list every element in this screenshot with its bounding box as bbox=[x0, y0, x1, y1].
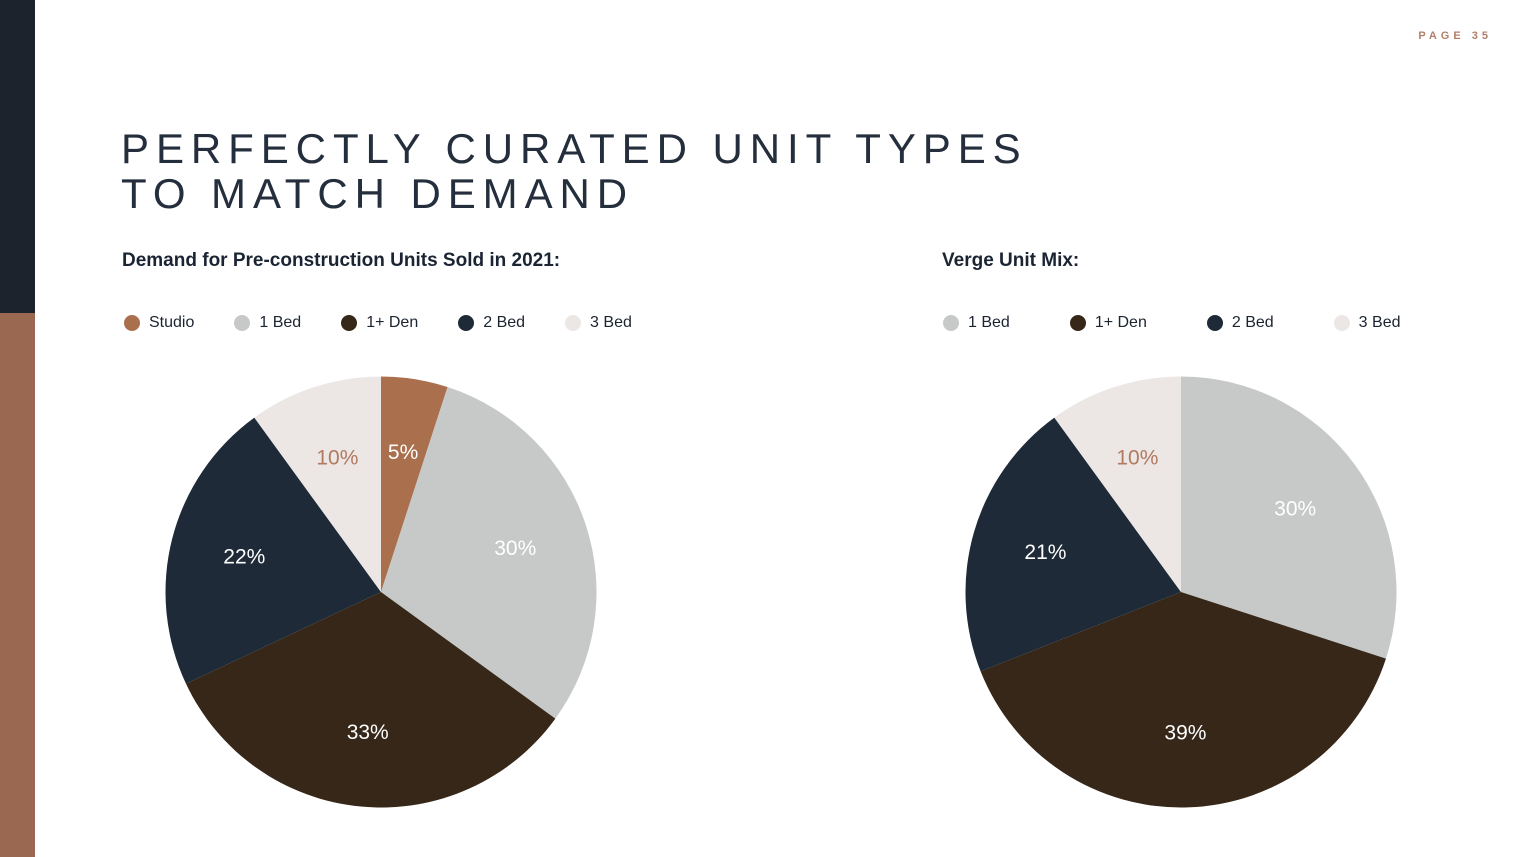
pie-slice-3-bed bbox=[1054, 376, 1181, 592]
pie-slice-1-bed bbox=[1181, 376, 1397, 659]
pie-slice-percent-label: 22% bbox=[223, 545, 265, 568]
legend-swatch-icon bbox=[1333, 315, 1350, 331]
legend-swatch-icon bbox=[943, 315, 959, 331]
sidebar-accent-brown bbox=[0, 313, 35, 857]
legend-swatch-icon bbox=[124, 315, 140, 331]
chart-title-demand: Demand for Pre-construction Units Sold i… bbox=[122, 250, 561, 271]
pie-slice-percent-label: 21% bbox=[1024, 541, 1066, 564]
legend-label: 3 Bed bbox=[1358, 314, 1401, 331]
pie-slice-percent-label: 10% bbox=[316, 446, 358, 469]
pie-slice-percent-label: 10% bbox=[1116, 446, 1158, 469]
legend-item-2-bed: 2 Bed bbox=[1206, 314, 1274, 332]
legend-demand: Studio 1 Bed 1+ Den 2 Bed 3 Bed bbox=[124, 314, 632, 332]
legend-item-1-bed: 1 Bed bbox=[943, 314, 1010, 332]
legend-item-1-den: 1+ Den bbox=[341, 314, 418, 332]
legend-label: 1 Bed bbox=[968, 314, 1010, 331]
pie-chart-verge: 30% 39% 21% 10% bbox=[965, 376, 1397, 808]
legend-swatch-icon bbox=[1069, 315, 1086, 331]
legend-label: 1 Bed bbox=[259, 314, 302, 331]
legend-item-3-bed: 3 Bed bbox=[565, 314, 632, 332]
legend-swatch-icon bbox=[458, 315, 475, 331]
legend-label: 2 Bed bbox=[1231, 314, 1274, 331]
pie-slice-2-bed bbox=[165, 417, 381, 684]
pie-slice-percent-label: 30% bbox=[1274, 498, 1316, 521]
legend-swatch-icon bbox=[1206, 315, 1223, 331]
page-title: PERFECTLY CURATED UNIT TYPES TO MATCH DE… bbox=[121, 126, 1028, 216]
page-number: PAGE 35 bbox=[1418, 30, 1492, 42]
legend-label: 2 Bed bbox=[483, 314, 526, 331]
pie-slice-2-bed bbox=[965, 417, 1181, 672]
pie-slice-percent-label: 33% bbox=[347, 721, 389, 744]
legend-item-2-bed: 2 Bed bbox=[458, 314, 525, 332]
pie-slice-studio bbox=[381, 376, 448, 592]
legend-label: 1+ Den bbox=[1094, 314, 1147, 331]
legend-item-1-bed: 1 Bed bbox=[234, 314, 301, 332]
pie-slice-percent-label: 39% bbox=[1164, 722, 1206, 745]
legend-verge: 1 Bed 1+ Den 2 Bed 3 Bed bbox=[943, 314, 1400, 332]
pie-slice-1-bed bbox=[381, 387, 597, 719]
legend-item-1-den: 1+ Den bbox=[1069, 314, 1147, 332]
legend-swatch-icon bbox=[565, 315, 582, 331]
legend-label: 3 Bed bbox=[590, 314, 632, 331]
pie-slice-3-bed bbox=[254, 376, 381, 592]
legend-item-3-bed: 3 Bed bbox=[1333, 314, 1401, 332]
chart-title-verge: Verge Unit Mix: bbox=[942, 250, 1080, 271]
page-title-line2: TO MATCH DEMAND bbox=[121, 170, 635, 217]
legend-swatch-icon bbox=[341, 315, 358, 331]
legend-item-studio: Studio bbox=[124, 314, 194, 332]
legend-label: Studio bbox=[149, 314, 195, 331]
pie-slice-1-den bbox=[980, 592, 1386, 808]
page-title-line1: PERFECTLY CURATED UNIT TYPES bbox=[121, 125, 1028, 172]
pie-slice-1-den bbox=[186, 592, 556, 808]
legend-label: 1+ Den bbox=[366, 314, 419, 331]
pie-chart-demand: 5% 30% 33% 22% 10% bbox=[165, 376, 597, 808]
legend-swatch-icon bbox=[234, 315, 251, 331]
pie-slice-percent-label: 5% bbox=[388, 441, 418, 464]
pie-slice-percent-label: 30% bbox=[494, 537, 536, 560]
sidebar-accent-navy bbox=[0, 0, 35, 313]
